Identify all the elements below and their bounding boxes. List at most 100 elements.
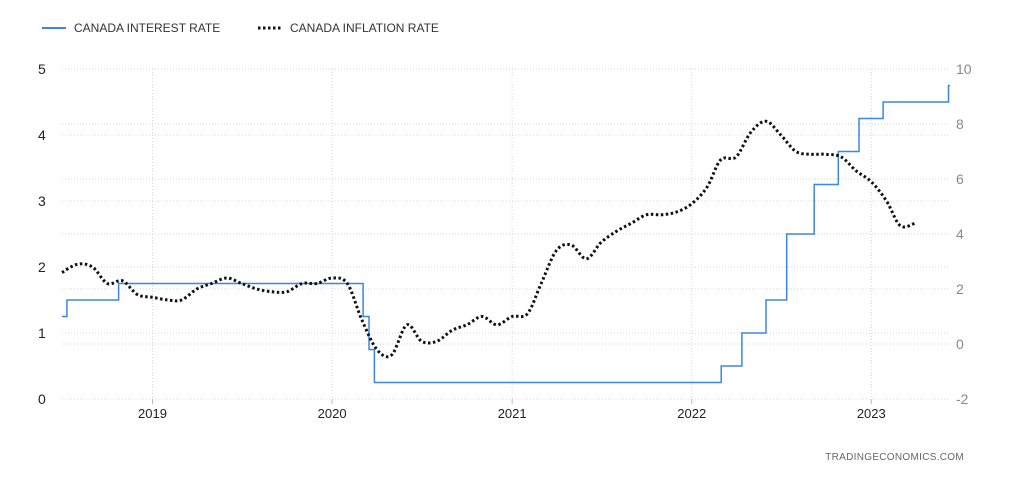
y-left-tick-label: 0	[38, 391, 46, 407]
inflation-rate-point	[106, 282, 109, 285]
y-left-tick-label: 3	[38, 193, 46, 209]
source-label: TRADINGECONOMICS.COM	[825, 452, 964, 463]
inflation-rate-point	[435, 340, 438, 343]
inflation-rate-point	[779, 134, 782, 137]
inflation-rate-point	[465, 323, 468, 326]
interest-rate-point	[117, 282, 120, 285]
y-left-tick-label: 4	[38, 127, 46, 143]
x-tick-label: 2020	[318, 406, 347, 421]
inflation-rate-point	[914, 222, 917, 225]
inflation-rate-point	[615, 230, 618, 233]
x-tick-label: 2022	[677, 406, 706, 421]
interest-rate-point	[882, 101, 885, 104]
inflation-rate-point	[315, 282, 318, 285]
inflation-rate-point	[749, 131, 752, 134]
y-axis-left: 0 1 2 3 4 5	[38, 61, 46, 407]
inflation-rate-point	[660, 213, 663, 216]
grid	[62, 68, 950, 400]
interest-rate-point	[720, 365, 723, 368]
y-right-tick-label: 0	[956, 336, 964, 352]
inflation-rate-point	[630, 222, 633, 225]
inflation-rate-point	[210, 282, 213, 285]
inflation-rate-point	[375, 348, 378, 351]
y-left-tick-label: 1	[38, 325, 46, 341]
inflation-rate-point	[346, 282, 349, 285]
interest-rate-point	[373, 381, 376, 384]
interest-rate-point	[837, 150, 840, 153]
interest-rate-point	[857, 117, 860, 120]
inflation-rate-point	[301, 282, 304, 285]
inflation-rate-point	[645, 213, 648, 216]
x-tick-label: 2021	[498, 406, 527, 421]
inflation-rate-point	[76, 263, 79, 266]
inflation-rate-point	[690, 202, 693, 205]
inflation-rate-point	[225, 277, 228, 280]
y-right-tick-label: 2	[956, 281, 964, 297]
inflation-rate-point	[255, 288, 258, 291]
inflation-rate-point	[825, 153, 828, 156]
interest-rate-point	[65, 299, 68, 302]
y-right-tick-label: 6	[956, 171, 964, 187]
inflation-rate-point	[151, 296, 154, 299]
y-right-tick-label: 10	[956, 61, 972, 77]
inflation-rate-point	[511, 315, 514, 318]
inflation-rate-point	[271, 290, 274, 293]
inflation-rate-point	[360, 318, 363, 321]
inflation-rate-point	[705, 186, 708, 189]
y-left-tick-label: 2	[38, 259, 46, 275]
inflation-rate-point	[195, 288, 198, 291]
inflation-rate-point	[870, 180, 873, 183]
x-tick-label: 2023	[857, 406, 886, 421]
inflation-rate-point	[61, 271, 64, 274]
inflation-rate-point	[810, 153, 813, 156]
inflation-rate-point	[734, 156, 737, 159]
series-layer	[61, 84, 950, 384]
interest-rate-point	[785, 233, 788, 236]
inflation-rate-point	[675, 211, 678, 214]
y-axis-right: -2 0 2 4 6 8 10	[956, 61, 972, 407]
inflation-rate-point	[285, 290, 288, 293]
interest-rate-point	[362, 315, 365, 318]
inflation-rate-point	[555, 249, 558, 252]
inflation-rate-point	[899, 224, 902, 227]
interest-rate-point	[367, 348, 370, 351]
y-right-tick-label: 4	[956, 226, 964, 242]
inflation-rate-point	[481, 315, 484, 318]
legend-interest-label: CANADA INTEREST RATE	[74, 21, 220, 35]
inflation-rate-point	[570, 244, 573, 247]
interest-rate-point	[740, 332, 743, 335]
inflation-rate-point	[91, 266, 94, 269]
inflation-rate-point	[495, 323, 498, 326]
inflation-rate-point	[451, 329, 454, 332]
interest-rate-point	[61, 315, 64, 318]
inflation-rate-point	[331, 277, 334, 280]
series-inflation-rate-line	[61, 119, 917, 359]
inflation-rate-point	[240, 282, 243, 285]
series-interest-rate-line	[62, 84, 950, 384]
inflation-rate-point	[121, 279, 124, 282]
inflation-rate-point	[795, 150, 798, 153]
inflation-rate-point	[405, 323, 408, 326]
inflation-rate-point	[765, 120, 768, 123]
y-left-tick-label: 5	[38, 61, 46, 77]
inflation-rate-point	[855, 169, 858, 172]
inflation-rate-point	[719, 158, 722, 161]
x-axis: 2019 2020 2021 2022 2023	[138, 399, 886, 421]
inflation-rate-point	[600, 241, 603, 244]
inflation-rate-point	[885, 200, 888, 203]
inflation-rate-point	[540, 282, 543, 285]
interest-rate-point	[813, 183, 816, 186]
inflation-rate-point	[180, 299, 183, 302]
interest-rate-point	[765, 299, 768, 302]
inflation-rate-point	[420, 340, 423, 343]
inflation-rate-point	[136, 293, 139, 296]
x-tick-label: 2019	[138, 406, 167, 421]
y-right-tick-label: 8	[956, 116, 964, 132]
legend-inflation-label: CANADA INFLATION RATE	[290, 21, 439, 35]
inflation-rate-point	[166, 299, 169, 302]
inflation-rate-point	[390, 354, 393, 357]
inflation-rate-point	[840, 156, 843, 159]
legend: CANADA INTEREST RATE CANADA INFLATION RA…	[42, 21, 439, 35]
y-right-tick-label: -2	[956, 391, 969, 407]
